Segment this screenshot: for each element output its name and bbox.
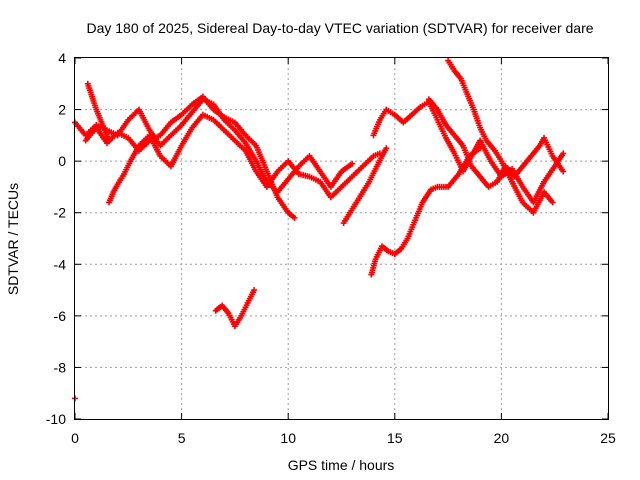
y-tick-label: -10 [46, 411, 66, 427]
y-tick-label: 2 [58, 102, 66, 118]
y-tick-label: -6 [54, 308, 67, 324]
x-tick-label: 10 [280, 430, 296, 446]
y-tick-label: -8 [54, 359, 67, 375]
x-tick-label: 25 [600, 430, 616, 446]
data-point [560, 168, 567, 175]
y-tick-label: 4 [58, 50, 66, 66]
data-point [251, 287, 258, 294]
grid [75, 58, 608, 419]
data-point [291, 214, 298, 221]
tick-labels: 0 5 10 15 20 25 -10 -8 -6 -4 -2 0 2 4 [46, 50, 616, 446]
chart-title: Day 180 of 2025, Sidereal Day-to-day VTE… [86, 20, 593, 36]
data-point [106, 137, 113, 144]
x-tick-label: 5 [178, 430, 186, 446]
data-point [349, 160, 356, 167]
y-tick-label: 0 [58, 153, 66, 169]
data-points [72, 57, 567, 402]
y-axis-label: SDTVAR / TECUs [5, 183, 21, 295]
data-point [549, 199, 556, 206]
x-axis-label: GPS time / hours [288, 457, 395, 473]
data-point [560, 150, 567, 157]
data-point [383, 145, 390, 152]
y-tick-label: -2 [54, 205, 67, 221]
ticks [74, 57, 609, 420]
x-tick-label: 0 [71, 430, 79, 446]
plot-frame [74, 57, 609, 420]
y-tick-label: -4 [54, 256, 67, 272]
x-tick-label: 20 [494, 430, 510, 446]
x-tick-label: 15 [387, 430, 403, 446]
